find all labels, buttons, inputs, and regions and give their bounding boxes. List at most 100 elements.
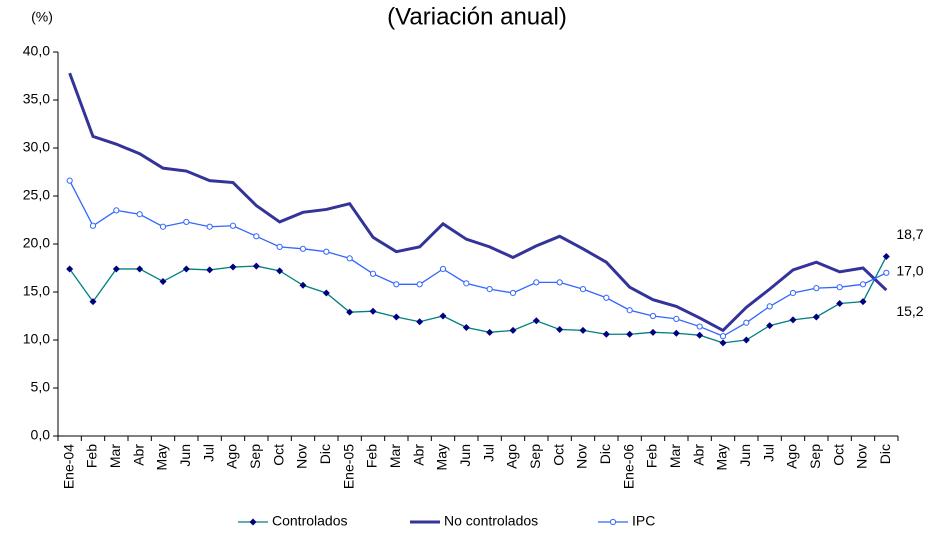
data-point — [672, 329, 680, 337]
data-label: 17,0 — [896, 263, 923, 279]
x-tick-label: Dic — [597, 444, 613, 464]
data-point — [322, 289, 330, 297]
data-point — [229, 263, 237, 271]
data-point — [696, 331, 704, 339]
data-point — [392, 313, 400, 321]
x-tick-label: Oct — [830, 444, 846, 466]
data-point — [276, 267, 284, 275]
data-point — [558, 235, 561, 238]
data-point — [862, 267, 865, 270]
data-point — [299, 281, 307, 289]
data-point — [416, 281, 423, 288]
data-point — [812, 313, 820, 321]
data-point — [556, 325, 564, 333]
legend-item: IPC — [598, 513, 655, 529]
x-tick-label: Abr — [130, 444, 146, 466]
data-point — [722, 329, 725, 332]
data-point — [252, 262, 260, 270]
data-point — [533, 279, 540, 286]
data-point — [208, 179, 211, 182]
data-point — [885, 289, 888, 292]
x-tick-label: Mar — [667, 444, 683, 468]
y-tick-label: 35,0 — [23, 91, 50, 107]
x-tick-label: Dic — [877, 444, 893, 464]
data-point — [836, 284, 843, 291]
data-point — [369, 307, 377, 315]
x-tick-label: Ene-05 — [340, 444, 356, 489]
y-tick-label: 10,0 — [23, 331, 50, 347]
legend-item: No controlados — [410, 513, 538, 529]
y-tick-label: 15,0 — [23, 283, 50, 299]
data-point — [696, 323, 703, 330]
data-point — [649, 312, 657, 320]
data-point — [369, 270, 377, 277]
data-point — [66, 265, 74, 273]
data-point — [439, 265, 447, 273]
data-point — [348, 202, 351, 205]
data-point — [859, 281, 867, 288]
x-tick-label: Feb — [644, 444, 660, 468]
data-point — [465, 238, 468, 241]
data-point — [789, 316, 797, 324]
data-point — [605, 261, 608, 264]
series-line — [68, 72, 888, 333]
y-tick-label: 5,0 — [31, 379, 51, 395]
data-point — [302, 211, 305, 214]
data-point — [463, 280, 470, 287]
data-point — [323, 248, 330, 255]
y-tick-label: 0,0 — [31, 427, 51, 443]
x-tick-label: Abr — [690, 444, 706, 466]
x-tick-label: Nov — [574, 444, 590, 469]
legend-label: No controlados — [444, 513, 538, 529]
data-point — [159, 277, 167, 285]
data-point — [89, 222, 97, 229]
data-point — [162, 167, 165, 170]
y-tick-label: 25,0 — [23, 187, 50, 203]
legend-label: IPC — [632, 513, 655, 529]
chart-subtitle: (Variación anual) — [387, 3, 567, 30]
data-point — [416, 318, 424, 326]
data-point — [68, 72, 71, 75]
data-point — [766, 322, 774, 330]
data-point — [115, 143, 118, 146]
x-tick-label: Ago — [784, 444, 800, 469]
x-tick-label: Feb — [364, 444, 380, 468]
data-label: 18,7 — [896, 226, 923, 242]
data-point — [439, 312, 447, 320]
x-tick-label: Ene-06 — [620, 444, 636, 489]
data-point — [276, 243, 283, 250]
data-point — [185, 170, 188, 173]
data-point — [488, 245, 491, 248]
y-tick-label: 40,0 — [23, 43, 50, 59]
data-point — [742, 336, 750, 344]
x-tick-label: Ene-04 — [60, 444, 76, 489]
data-point — [745, 306, 748, 309]
x-tick-label: Nov — [854, 444, 870, 469]
data-point — [92, 135, 95, 138]
x-tick-label: Sep — [807, 444, 823, 469]
data-point — [253, 233, 260, 240]
data-point — [66, 177, 73, 184]
x-tick-label: Sep — [247, 444, 263, 469]
data-point — [138, 152, 141, 155]
x-tick-label: Oct — [270, 444, 286, 466]
x-tick-label: May — [714, 444, 730, 470]
data-point — [743, 319, 750, 326]
x-tick-label: Jul — [760, 444, 776, 462]
legend-marker — [609, 518, 617, 526]
series-line — [69, 256, 887, 344]
data-point — [838, 270, 841, 273]
data-point — [229, 222, 237, 229]
data-point — [582, 247, 585, 250]
data-point — [766, 303, 773, 310]
x-tick-label: Jun — [737, 444, 753, 467]
data-point — [626, 330, 634, 338]
x-tick-label: May — [154, 444, 170, 470]
data-point — [512, 256, 515, 259]
data-point — [719, 339, 727, 347]
data-point — [159, 223, 167, 230]
data-point — [532, 317, 540, 325]
data-point — [649, 328, 657, 336]
data-point — [768, 288, 771, 291]
data-point — [813, 285, 820, 292]
